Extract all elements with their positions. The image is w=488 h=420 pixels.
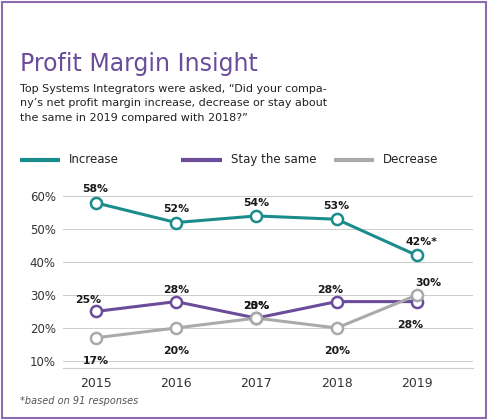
Text: Top Systems Integrators were asked, “Did your compa-
ny’s net profit margin incr: Top Systems Integrators were asked, “Did… — [20, 84, 326, 123]
Text: 54%: 54% — [244, 197, 269, 207]
Text: 28%: 28% — [317, 285, 343, 295]
Text: 23%: 23% — [243, 301, 269, 311]
Text: 25%: 25% — [76, 294, 102, 304]
Text: 28%: 28% — [163, 285, 189, 295]
Text: 20%: 20% — [324, 346, 350, 356]
Text: 28%: 28% — [397, 320, 423, 330]
Text: 53%: 53% — [324, 201, 350, 211]
Text: 42%*: 42%* — [406, 237, 437, 247]
Text: Stay the same: Stay the same — [230, 153, 316, 166]
Text: 20%: 20% — [244, 301, 269, 311]
Text: Decrease: Decrease — [383, 153, 439, 166]
Text: 20%: 20% — [163, 346, 189, 356]
Text: 58%: 58% — [82, 184, 109, 194]
Text: Increase: Increase — [69, 153, 119, 166]
Text: //: // — [27, 16, 40, 34]
Text: 30%: 30% — [415, 278, 441, 288]
Text: Profit Margin Insight: Profit Margin Insight — [20, 52, 257, 76]
Text: *based on 91 responses: *based on 91 responses — [20, 396, 138, 406]
Text: 17%: 17% — [82, 356, 109, 366]
Text: 52%: 52% — [163, 204, 189, 214]
